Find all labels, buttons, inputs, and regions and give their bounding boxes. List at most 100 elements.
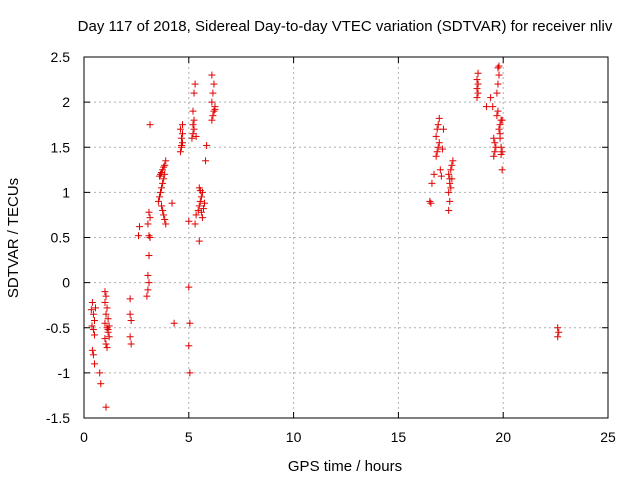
data-point [158,202,166,210]
data-point [197,208,205,216]
data-point [208,98,216,106]
data-point [194,206,202,214]
data-point [496,130,504,138]
data-point [446,197,454,205]
data-point [198,214,206,222]
y-tick-label: 1 [62,184,70,200]
data-point [490,134,498,142]
data-point [493,112,501,120]
data-point [195,237,203,245]
data-point [96,369,104,377]
data-point [146,234,154,241]
data-point [88,298,96,306]
data-point [496,121,504,129]
data-point [186,319,194,327]
data-point [145,252,153,260]
data-point [210,80,218,88]
data-point [145,208,153,216]
data-point [162,157,170,165]
data-point [103,304,111,312]
data-point [446,175,454,183]
data-point [197,193,205,201]
axis-ticks [83,56,609,419]
data-point [159,179,167,187]
x-tick-label: 25 [600,429,616,445]
data-point [101,298,109,306]
data-point [447,166,455,174]
data-point [447,184,455,192]
data-point [126,333,134,341]
grid [84,57,608,418]
data-point [196,197,204,205]
data-point [490,152,498,160]
data-point [155,172,163,180]
data-point [432,152,440,160]
data-point [185,342,193,350]
data-point [89,326,97,334]
data-point [489,103,497,111]
data-point [436,166,444,174]
data-point [434,143,442,151]
data-point [89,351,97,359]
data-point [145,279,153,287]
data-point [494,64,502,72]
data-point [473,76,481,84]
data-point [196,187,204,195]
data-point [426,197,434,205]
data-point [101,288,109,296]
x-tick-label: 10 [286,429,302,445]
data-point [126,295,134,303]
data-point [92,304,100,312]
x-axis-title: GPS time / hours [288,458,402,475]
data-point [445,170,453,178]
data-point [176,148,184,156]
data-point [104,315,112,323]
data-point [161,170,169,178]
data-point [127,340,135,348]
chart-title: Day 117 of 2018, Sidereal Day-to-day VTE… [78,18,613,35]
data-point [211,105,219,113]
data-point [432,132,440,140]
data-point [491,148,499,156]
data-point [144,220,152,228]
data-point [134,232,142,240]
data-point [101,335,109,343]
data-point [190,116,198,124]
data-point [474,69,482,77]
data-point [435,139,443,147]
data-point [144,271,152,279]
data-point [428,179,436,187]
data-point [145,232,153,240]
data-point [495,125,503,133]
data-point [103,324,111,332]
data-point [104,326,112,334]
data-point [105,333,113,341]
data-point [487,94,495,102]
y-tick-label: -0.5 [46,320,70,336]
data-point [102,340,110,348]
data-point [176,125,184,133]
data-point [102,292,110,300]
data-point [435,114,443,122]
data-point [146,214,154,222]
data-point [102,310,110,318]
data-point [157,188,165,196]
data-points [87,62,563,411]
data-point [445,206,453,214]
data-point [427,199,435,207]
data-point [190,89,198,97]
data-point [554,333,562,341]
data-point [209,112,217,120]
data-point [437,172,445,180]
data-point [158,184,166,192]
data-point [126,310,134,318]
data-point [143,292,151,300]
data-point [439,125,447,133]
y-tick-label: 2 [62,94,70,110]
data-point [555,328,563,336]
data-point [146,121,154,129]
data-point [491,139,499,147]
data-point [209,89,217,97]
x-tick-label: 5 [185,429,193,445]
data-point [474,89,482,97]
